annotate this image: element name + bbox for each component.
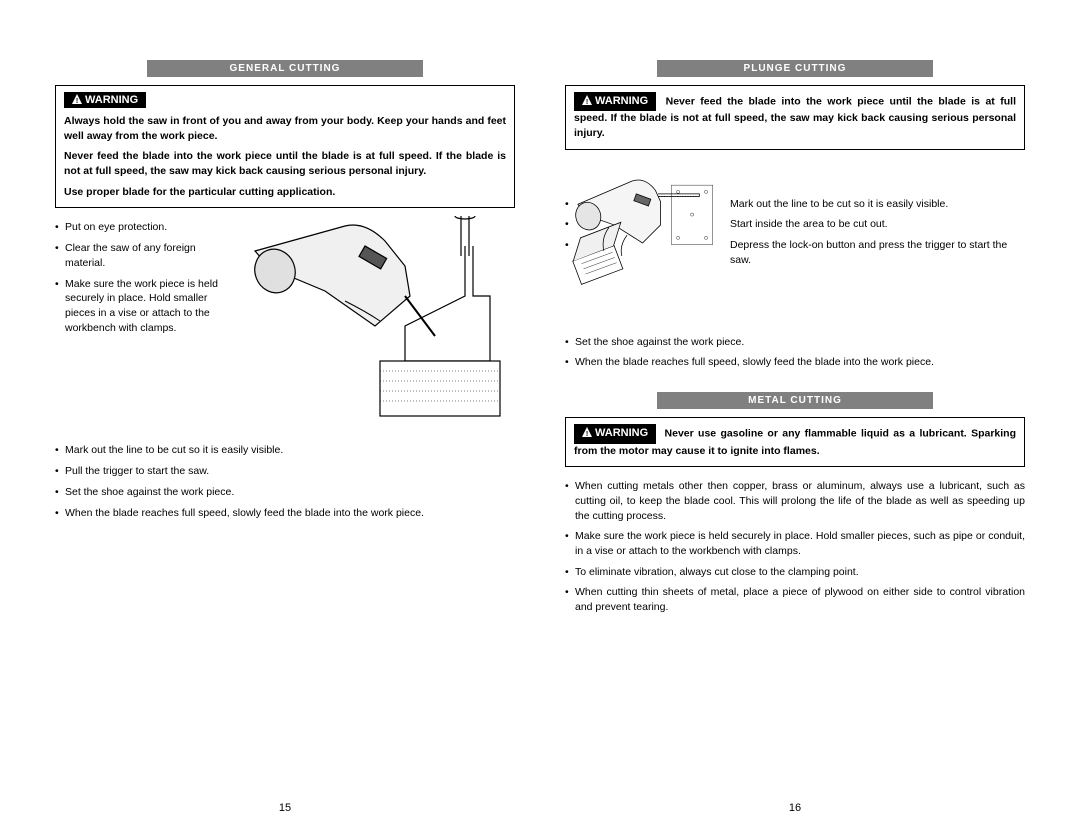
list-item: Pull the trigger to start the saw. bbox=[55, 464, 515, 479]
page-right: PLUNGE CUTTING !WARNING Never feed the b… bbox=[540, 60, 1040, 814]
list-item: When the blade reaches full speed, slowl… bbox=[55, 506, 515, 521]
section-header-plunge: PLUNGE CUTTING bbox=[657, 60, 933, 77]
bullet-list: Mark out the line to be cut so it is eas… bbox=[55, 443, 515, 526]
list-item: Set the shoe against the work piece. bbox=[55, 485, 515, 500]
warning-label: !WARNING bbox=[574, 92, 656, 111]
page-container: GENERAL CUTTING !WARNING Always hold the… bbox=[0, 0, 1080, 834]
illustration-bullets-wrap: Put on eye protection. Clear the saw of … bbox=[55, 216, 515, 439]
section-header-metal: METAL CUTTING bbox=[657, 392, 933, 409]
list-item: When cutting metals other then copper, b… bbox=[565, 479, 1025, 523]
warning-box-metal: !WARNING Never use gasoline or any flamm… bbox=[565, 417, 1025, 467]
bullet-list-metal: When cutting metals other then copper, b… bbox=[565, 479, 1025, 621]
list-item: Set the shoe against the work piece. bbox=[565, 335, 1025, 350]
warning-triangle-icon: ! bbox=[582, 95, 592, 105]
warning-triangle-icon: ! bbox=[582, 427, 592, 437]
list-item: Make sure the work piece is held securel… bbox=[565, 529, 1025, 558]
svg-text:!: ! bbox=[586, 99, 588, 105]
warning-box-plunge: !WARNING Never feed the blade into the w… bbox=[565, 85, 1025, 150]
svg-text:!: ! bbox=[586, 431, 588, 437]
page-number-right: 16 bbox=[565, 782, 1025, 814]
list-item: Clear the saw of any foreign material. bbox=[55, 241, 515, 270]
list-item: Start inside the area to be cut out. bbox=[565, 217, 1025, 232]
list-item: Mark out the line to be cut so it is eas… bbox=[565, 197, 1025, 212]
bullet-list: Set the shoe against the work piece. Whe… bbox=[565, 335, 1025, 376]
list-item: To eliminate vibration, always cut close… bbox=[565, 565, 1025, 580]
warning-label: !WARNING bbox=[574, 424, 656, 443]
list-item: Put on eye protection. bbox=[55, 220, 515, 235]
warning-paragraph: Never feed the blade into the work piece… bbox=[64, 149, 506, 178]
list-item: When the blade reaches full speed, slowl… bbox=[565, 355, 1025, 370]
list-item: When cutting thin sheets of metal, place… bbox=[565, 585, 1025, 614]
warning-box-general: !WARNING Always hold the saw in front of… bbox=[55, 85, 515, 208]
page-number-left: 15 bbox=[55, 782, 515, 814]
warning-label: !WARNING bbox=[64, 92, 146, 108]
list-item: Make sure the work piece is held securel… bbox=[55, 277, 515, 336]
warning-paragraph: Use proper blade for the particular cutt… bbox=[64, 185, 506, 200]
illustration-bullets-wrap-plunge: Mark out the line to be cut so it is eas… bbox=[565, 158, 1025, 331]
warning-triangle-icon: ! bbox=[72, 94, 82, 104]
list-item: Depress the lock-on button and press the… bbox=[565, 238, 1025, 267]
warning-paragraph: Always hold the saw in front of you and … bbox=[64, 114, 506, 143]
list-item: Mark out the line to be cut so it is eas… bbox=[55, 443, 515, 458]
page-left: GENERAL CUTTING !WARNING Always hold the… bbox=[40, 60, 540, 814]
section-header-general: GENERAL CUTTING bbox=[147, 60, 423, 77]
svg-text:!: ! bbox=[76, 98, 78, 104]
